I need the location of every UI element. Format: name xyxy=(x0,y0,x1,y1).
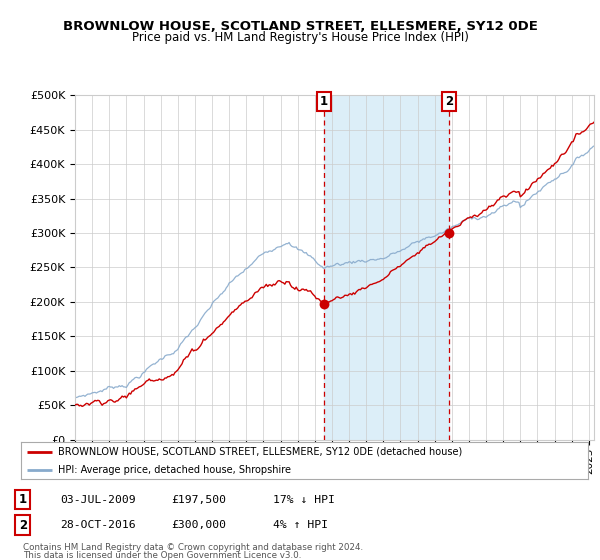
Text: BROWNLOW HOUSE, SCOTLAND STREET, ELLESMERE, SY12 0DE (detached house): BROWNLOW HOUSE, SCOTLAND STREET, ELLESME… xyxy=(58,447,462,457)
Bar xyxy=(324,95,449,440)
Text: 2: 2 xyxy=(445,95,453,108)
Text: 1: 1 xyxy=(320,95,328,108)
Text: 03-JUL-2009: 03-JUL-2009 xyxy=(60,494,136,505)
Text: 4% ↑ HPI: 4% ↑ HPI xyxy=(273,520,328,530)
Text: HPI: Average price, detached house, Shropshire: HPI: Average price, detached house, Shro… xyxy=(58,465,291,475)
Text: This data is licensed under the Open Government Licence v3.0.: This data is licensed under the Open Gov… xyxy=(23,551,301,560)
Point xyxy=(444,228,454,237)
Point xyxy=(319,299,329,308)
Text: Price paid vs. HM Land Registry's House Price Index (HPI): Price paid vs. HM Land Registry's House … xyxy=(131,31,469,44)
Text: 2: 2 xyxy=(19,519,27,532)
Text: £300,000: £300,000 xyxy=(171,520,226,530)
Text: £197,500: £197,500 xyxy=(171,494,226,505)
Text: 1: 1 xyxy=(19,493,27,506)
Text: BROWNLOW HOUSE, SCOTLAND STREET, ELLESMERE, SY12 0DE: BROWNLOW HOUSE, SCOTLAND STREET, ELLESME… xyxy=(62,20,538,32)
Text: Contains HM Land Registry data © Crown copyright and database right 2024.: Contains HM Land Registry data © Crown c… xyxy=(23,543,363,552)
Text: 28-OCT-2016: 28-OCT-2016 xyxy=(60,520,136,530)
Text: 17% ↓ HPI: 17% ↓ HPI xyxy=(273,494,335,505)
